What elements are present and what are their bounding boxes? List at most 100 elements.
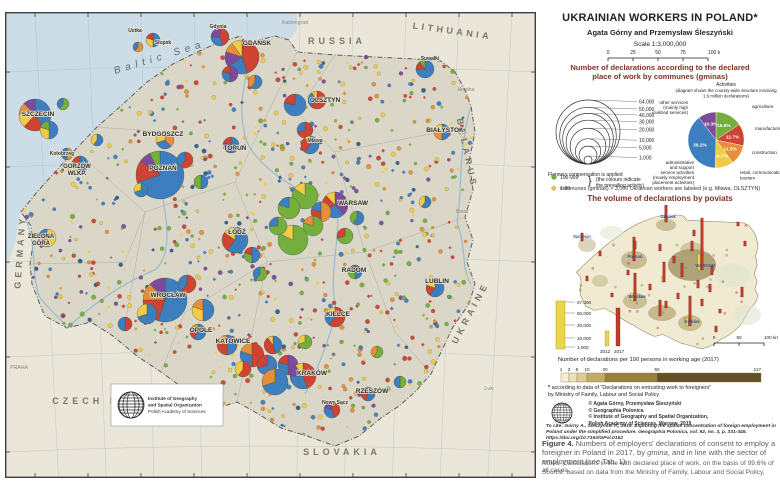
svg-text:1-99: 1-99 bbox=[560, 186, 570, 192]
svg-text:5: 5 bbox=[576, 367, 579, 372]
svg-text:KATOWICE: KATOWICE bbox=[216, 338, 251, 345]
svg-text:specialized services): specialized services) bbox=[652, 110, 688, 115]
poland-map-panel: Baltic Sea RUSSIA LITHUANIA BELARUS UKRAINE G… bbox=[4, 11, 537, 479]
svg-text:0: 0 bbox=[713, 335, 716, 340]
cite-label: To cite: bbox=[546, 424, 564, 429]
svg-text:2017: 2017 bbox=[614, 349, 625, 354]
svg-text:39.2%: 39.2% bbox=[693, 143, 707, 149]
footnote: * according to data of "Declarations on … bbox=[548, 385, 773, 399]
svg-text:11.5%: 11.5% bbox=[723, 147, 737, 153]
circle-size-legend: 64,000 50,000 40,000 30,000 20,000 10,000 5,00… bbox=[542, 88, 676, 187]
svg-text:TORUŃ: TORUŃ bbox=[224, 143, 247, 152]
footnote-line: according to data of "Declarations on en… bbox=[551, 385, 712, 391]
svg-text:Hrodna: Hrodna bbox=[457, 87, 474, 93]
main-map-svg: Baltic Sea RUSSIA LITHUANIABELARUSUKRAINEG… bbox=[4, 11, 537, 479]
scale-bar: 0 25 50 75 100 km bbox=[600, 49, 724, 68]
svg-text:}: } bbox=[588, 175, 592, 187]
svg-text:ŁÓDŹ: ŁÓDŹ bbox=[228, 227, 246, 236]
svg-text:Lviv: Lviv bbox=[484, 386, 494, 392]
figure-label: Figure 4. bbox=[542, 439, 574, 448]
dot-markers-legend: 100-999 1-99} (the colours indicate the pre… bbox=[548, 172, 678, 196]
svg-text:tourism: tourism bbox=[740, 176, 755, 181]
svg-text:BIAŁYSTOK: BIAŁYSTOK bbox=[426, 127, 464, 134]
svg-text:0: 0 bbox=[607, 50, 610, 56]
svg-text:Flannery compensation is appli: Flannery compensation is applied bbox=[548, 172, 623, 178]
commune-dots bbox=[22, 41, 474, 436]
svg-text:1: 1 bbox=[560, 367, 563, 372]
svg-text:Wrocław: Wrocław bbox=[628, 294, 646, 299]
svg-text:Mława: Mława bbox=[307, 138, 322, 144]
ramp-title: Number of declarations per 100 persons i… bbox=[558, 357, 719, 363]
page-title: UKRAINIAN WORKERS IN POLAND* bbox=[562, 12, 758, 24]
legend-panel: UKRAINIAN WORKERS IN POLAND* Agata Górny… bbox=[540, 0, 780, 482]
footnote-line: by Ministry of Family, Labour and Social… bbox=[548, 392, 660, 399]
svg-text:RUSSIA: RUSSIA bbox=[308, 36, 366, 46]
svg-text:RZESZÓW: RZESZÓW bbox=[356, 386, 389, 395]
svg-text:SLOVAKIA: SLOVAKIA bbox=[303, 447, 381, 457]
citation-block: To cite: Górny A., Śleszyński P., 2019. … bbox=[546, 424, 778, 442]
svg-text:WARSAW: WARSAW bbox=[695, 263, 714, 268]
svg-text:25: 25 bbox=[630, 50, 636, 56]
copyright-line: Polish Academy of Sciences, Warsaw, 2019 bbox=[588, 420, 692, 427]
svg-text:67,000: 67,000 bbox=[577, 300, 591, 305]
svg-text:50: 50 bbox=[655, 50, 661, 56]
copyright-block: © Agata Górny, Przemysław Śleszyński © Ge… bbox=[546, 401, 778, 430]
svg-text:agriculture: agriculture bbox=[752, 104, 774, 109]
figure-caption: Figure 4. Numbers of employers' declarat… bbox=[542, 439, 778, 466]
source-text: based on data from the Ministry of Famil… bbox=[564, 469, 765, 476]
svg-text:construction: construction bbox=[752, 150, 777, 155]
poviat-mini-map: Gdańsk Szczecin Poznań WARSAW Wrocław Kraków 6… bbox=[542, 203, 779, 362]
caption-text: Numbers of employers' declarations of co… bbox=[542, 439, 776, 458]
notes-text: Calculations in line with declared place… bbox=[542, 460, 774, 474]
svg-text:40,000: 40,000 bbox=[639, 113, 655, 119]
svg-text:(diagram shows the country-wid: (diagram shows the country-wide structur… bbox=[675, 88, 777, 93]
svg-text:100 km: 100 km bbox=[708, 50, 720, 56]
svg-text:10,000: 10,000 bbox=[577, 336, 591, 341]
svg-text:Activities: Activities bbox=[716, 82, 736, 88]
svg-text:placement activities): placement activities) bbox=[652, 180, 694, 185]
commune-pies bbox=[18, 27, 451, 419]
svg-text:Gdańsk: Gdańsk bbox=[660, 214, 676, 219]
svg-text:administrative: administrative bbox=[666, 160, 695, 165]
svg-text:Słupsk: Słupsk bbox=[155, 40, 172, 46]
svg-text:10: 10 bbox=[584, 367, 590, 372]
authors: Agata Górny and Przemysław Śleszyński bbox=[587, 28, 733, 37]
section-heading-poviats: The volume of declarations by poviats bbox=[587, 194, 733, 203]
svg-text:10.3%: 10.3% bbox=[704, 122, 718, 128]
svg-text:2012: 2012 bbox=[600, 349, 611, 354]
map-scale-label: Scale 1:3,000,000 bbox=[633, 41, 687, 48]
figure-notes: Notes. Calculations in line with declare… bbox=[542, 460, 778, 474]
svg-text:Institute of Geography: Institute of Geography bbox=[148, 396, 197, 401]
svg-text:PRAHA: PRAHA bbox=[10, 365, 28, 371]
svg-text:retail, communication,: retail, communication, bbox=[740, 170, 780, 175]
footnote-star: * bbox=[548, 385, 551, 391]
svg-text:KRAKÓW: KRAKÓW bbox=[297, 368, 328, 377]
svg-text:10,000: 10,000 bbox=[639, 138, 655, 144]
svg-text:Kołobrzeg: Kołobrzeg bbox=[50, 151, 74, 157]
svg-text:(mainly high: (mainly high bbox=[663, 105, 688, 110]
svg-text:5,000: 5,000 bbox=[639, 146, 652, 152]
svg-text:Polish Academy of Sciences: Polish Academy of Sciences bbox=[148, 409, 206, 414]
svg-text:KIELCE: KIELCE bbox=[326, 311, 351, 318]
svg-text:75: 75 bbox=[680, 50, 686, 56]
svg-text:20,000: 20,000 bbox=[639, 128, 655, 134]
svg-text:Nowy Sącz: Nowy Sącz bbox=[322, 400, 349, 406]
svg-text:64,000: 64,000 bbox=[639, 100, 655, 106]
svg-text:100 km: 100 km bbox=[764, 335, 778, 340]
svg-text:LUBLIN: LUBLIN bbox=[425, 278, 449, 285]
copyright-line: © Institute of Geography and Spatial Org… bbox=[588, 414, 709, 420]
svg-text:1.6 million declarations): 1.6 million declarations) bbox=[703, 94, 750, 99]
svg-text:SZCZECIN: SZCZECIN bbox=[22, 111, 55, 118]
svg-text:POZNAŃ: POZNAŃ bbox=[149, 163, 177, 172]
svg-text:Suwałki: Suwałki bbox=[421, 56, 440, 62]
svg-text:(mainly employment: (mainly employment bbox=[653, 175, 695, 180]
notes-label: Notes. bbox=[542, 460, 562, 467]
activities-pie-chart: Activities (diagram shows the country-wid… bbox=[646, 80, 780, 193]
copyright-lines: © Agata Górny, Przemysław Śleszyński © Ge… bbox=[588, 401, 708, 427]
copyright-line: © Geographia Polonica bbox=[588, 407, 644, 414]
caption-italic: gmina bbox=[647, 448, 668, 458]
svg-text:1,000: 1,000 bbox=[577, 345, 589, 350]
svg-text:1,000: 1,000 bbox=[639, 156, 652, 162]
svg-text:the prevailing activity): the prevailing activity) bbox=[596, 183, 644, 189]
